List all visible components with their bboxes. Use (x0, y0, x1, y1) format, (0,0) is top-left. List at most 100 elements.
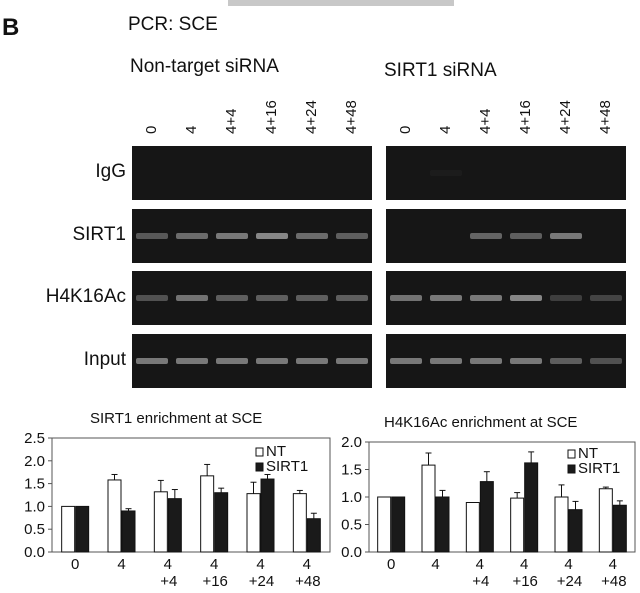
gel-band (510, 295, 542, 301)
legend-label: SIRT1 (266, 458, 308, 475)
legend-label: NT (266, 443, 286, 460)
legend-label: SIRT1 (578, 460, 620, 477)
gel-band (256, 358, 288, 364)
gel-band (216, 295, 248, 301)
gel-band (256, 295, 288, 301)
gel-band (550, 233, 582, 239)
gel-band (430, 170, 462, 176)
bar-nt (465, 502, 480, 553)
x-tick-label: 4 (520, 556, 528, 573)
gel-band (296, 358, 328, 364)
bar-nt (107, 479, 122, 553)
x-tick-label: 4 (210, 556, 218, 573)
bar-sirt1 (260, 478, 275, 553)
gel-blot (386, 271, 626, 325)
gel-band (470, 358, 502, 364)
y-tick-label: 1.5 (341, 462, 362, 479)
x-tick-label: +16 (202, 573, 227, 590)
group-label-sirt1: SIRT1 siRNA (384, 60, 497, 81)
group-label-nontarget: Non-target siRNA (130, 56, 279, 77)
gel-band (430, 295, 462, 301)
bar-nt (200, 475, 215, 553)
lane-label: 0 (397, 125, 414, 134)
y-tick-label: 0.5 (341, 517, 362, 534)
gel-blot (132, 334, 372, 388)
x-tick-label: 4 (303, 556, 311, 573)
gel-band (136, 358, 168, 364)
x-tick-label: 4 (431, 556, 439, 573)
gel-band (296, 233, 328, 239)
gel-row-label: SIRT1 (72, 224, 126, 245)
x-tick-label: 4 (164, 556, 172, 573)
lane-label: 0 (143, 125, 160, 134)
bar-nt (61, 505, 76, 553)
gel-blot (386, 209, 626, 263)
x-tick-label: 0 (71, 556, 79, 573)
gel-band (216, 233, 248, 239)
gel-band (176, 358, 208, 364)
gel-band (336, 233, 368, 239)
legend-label: NT (578, 445, 598, 462)
gel-row-label: IgG (95, 161, 126, 182)
bar-nt (153, 491, 168, 553)
y-tick-label: 1.0 (24, 498, 45, 515)
lane-label: 4+4 (223, 108, 240, 134)
gel-band (470, 295, 502, 301)
lane-label: 4+16 (263, 100, 280, 134)
gel-band (256, 233, 288, 239)
panel-letter: B (2, 14, 20, 41)
chart-sirt1-enrichment: 0.00.51.01.52.02.50 4 4+44+164+244+48NTSIR… (24, 430, 331, 590)
lane-label: 4+4 (477, 108, 494, 134)
plot-frame (51, 437, 331, 553)
bar-nt (421, 464, 436, 553)
legend-swatch (255, 462, 264, 472)
chart-title-sirt1: SIRT1 enrichment at SCE (90, 410, 263, 427)
lane-label: 4+16 (517, 100, 534, 134)
x-tick-label: 4 (564, 556, 572, 573)
x-tick-label: +4 (472, 573, 489, 590)
bar-sirt1 (306, 518, 321, 553)
bar-sirt1 (435, 496, 450, 553)
lane-label: 4 (437, 125, 454, 134)
x-tick-label: +48 (295, 573, 320, 590)
bar-sirt1 (524, 462, 539, 553)
bar-sirt1 (479, 481, 494, 553)
gel-band (470, 233, 502, 239)
gel-band (390, 295, 422, 301)
bar-sirt1 (75, 505, 90, 553)
gel-band (216, 358, 248, 364)
gel-band (550, 358, 582, 364)
bar-nt (292, 493, 307, 553)
lane-label: 4+48 (597, 100, 614, 134)
x-tick-label: +4 (160, 573, 177, 590)
gel-band (590, 295, 622, 301)
bar-sirt1 (167, 498, 182, 553)
lane-label: 4+24 (303, 100, 320, 134)
y-tick-label: 0.5 (24, 521, 45, 538)
x-tick-label: +16 (512, 573, 537, 590)
y-tick-label: 1.5 (24, 476, 45, 493)
bar-sirt1 (612, 504, 627, 553)
gel-band (510, 358, 542, 364)
gel-band (390, 358, 422, 364)
x-tick-label: +24 (249, 573, 274, 590)
bar-nt (246, 493, 261, 553)
y-tick-label: 2.0 (341, 434, 362, 451)
x-tick-label: 4 (256, 556, 264, 573)
y-tick-label: 0.0 (341, 544, 362, 561)
gel-band (136, 295, 168, 301)
gel-row-label: Input (83, 349, 126, 370)
gel-band (336, 358, 368, 364)
lane-label: 4+48 (343, 100, 360, 134)
y-tick-label: 2.5 (24, 430, 45, 447)
gel-band (336, 295, 368, 301)
gel-band (430, 358, 462, 364)
x-tick-label: +48 (601, 573, 626, 590)
gel-band (136, 233, 168, 239)
panel-subtitle: PCR: SCE (128, 14, 218, 35)
chart-title-h4k16ac: H4K16Ac enrichment at SCE (384, 414, 578, 431)
gel-band (550, 295, 582, 301)
gel-blot (132, 146, 372, 200)
gel-band (176, 233, 208, 239)
